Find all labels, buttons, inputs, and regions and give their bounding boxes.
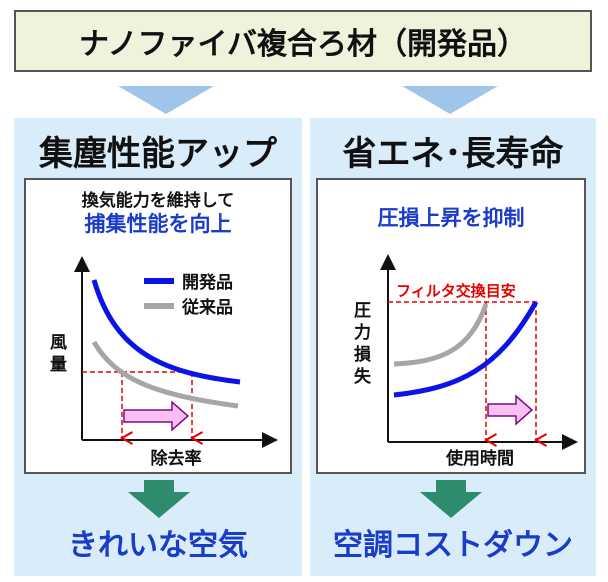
- down-triangle-right: [402, 86, 498, 114]
- main-title: ナノファイバ複合ろ材（開発品）: [14, 10, 592, 72]
- right-down-arrow: [420, 480, 482, 518]
- left-panel: 集塵性能アップ 換気能力を維持して 捕集性能を向上: [14, 118, 302, 576]
- left-chart: 開発品 従来品 風 量 除去率: [50, 256, 278, 469]
- left-shift-arrow: [123, 400, 190, 432]
- right-heading: 省エネ･長寿命: [342, 134, 564, 174]
- left-curve-conventional: [91, 340, 239, 409]
- right-panel: 省エネ･長寿命 圧損上昇を抑制 フィルタ交換目安: [310, 118, 596, 576]
- right-subtitle: 圧損上昇を抑制: [377, 206, 525, 230]
- right-chart: フィルタ交換目安 圧 力 損 失 使用時間: [354, 254, 578, 469]
- left-heading: 集塵性能アップ: [39, 134, 277, 174]
- left-down-arrow: [128, 480, 190, 518]
- left-subtitle-2: 捕集性能を向上: [84, 212, 232, 236]
- left-y-label-1: 風: [50, 333, 67, 353]
- left-subtitle-1: 換気能力を維持して: [81, 191, 235, 211]
- left-x-label: 除去率: [151, 448, 202, 469]
- right-y-label-2: 力: [354, 322, 371, 343]
- right-curve-conventional: [393, 303, 489, 367]
- legend-conventional-label: 従来品: [181, 297, 233, 318]
- legend-developed-label: 開発品: [182, 272, 233, 293]
- right-curve-developed: [393, 300, 539, 398]
- right-shift-arrow: [487, 394, 534, 426]
- right-y-label-4: 失: [354, 366, 372, 387]
- left-chart-card: 換気能力を維持して 捕集性能を向上: [24, 178, 292, 474]
- right-annotation: フィルタ交換目安: [396, 282, 516, 300]
- left-curve-developed: [91, 279, 241, 385]
- right-chart-card: 圧損上昇を抑制 フィルタ交換目安: [316, 178, 586, 474]
- right-y-label-3: 損: [354, 344, 372, 365]
- down-triangle-left: [118, 86, 214, 114]
- right-bottom-text: 空調コストダウン: [333, 528, 573, 563]
- right-x-label: 使用時間: [445, 448, 514, 469]
- left-bottom-text: きれいな空気: [68, 528, 248, 563]
- right-y-label-1: 圧: [354, 301, 371, 321]
- left-y-label-2: 量: [50, 354, 67, 375]
